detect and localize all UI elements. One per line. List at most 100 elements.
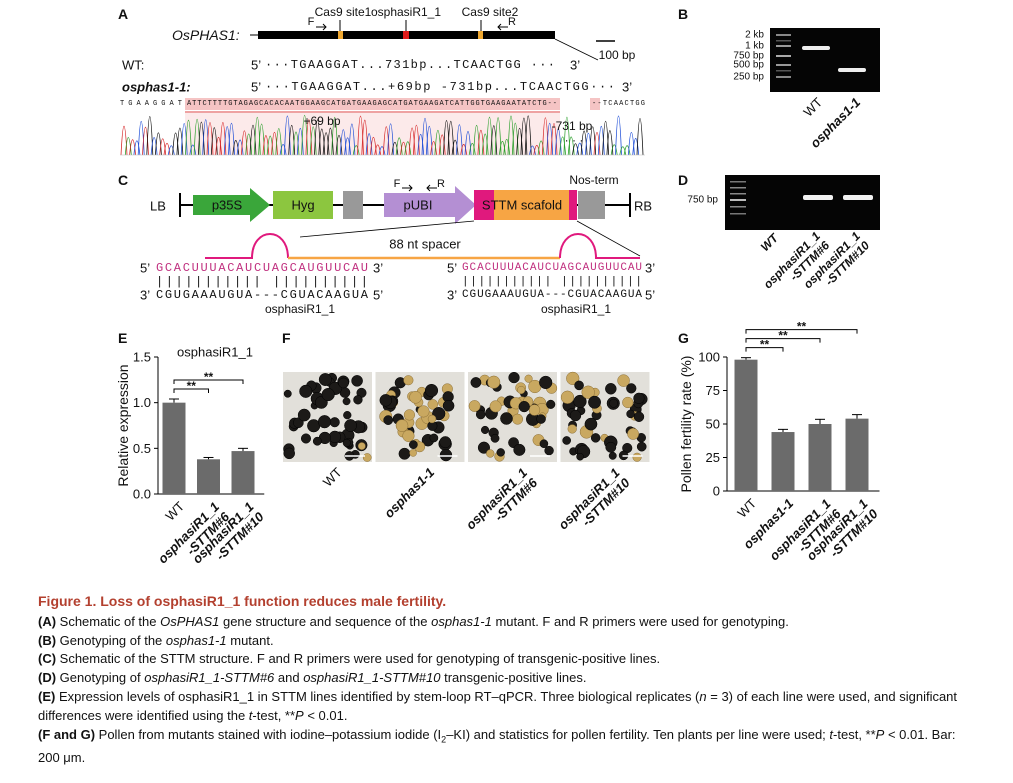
trace-peak (129, 139, 136, 156)
caption-text: Pollen from mutants stained with iodine–… (95, 726, 442, 742)
caption-text: t (829, 726, 834, 742)
y-tick-label: 1.5 (133, 350, 151, 365)
y-tick-label: 0.0 (133, 487, 151, 502)
y-tick-label: 0 (713, 484, 720, 499)
trace-peak (296, 128, 304, 156)
significance-label: ** (797, 320, 807, 334)
trace-peak (189, 144, 197, 156)
pollen-grain (312, 436, 322, 446)
trace-peak (245, 133, 253, 156)
pollen-grain (475, 409, 486, 420)
trace-peak (576, 142, 584, 156)
panel-letter: D (678, 172, 688, 188)
trace-peak (610, 144, 618, 156)
trace-peak (408, 127, 416, 156)
sirna-sequence: CGUGAAAUGUA---CGUACAAGUA (156, 288, 369, 302)
pollen-grain (566, 371, 580, 386)
primer-label: F (394, 178, 401, 190)
element-label: p35S (212, 198, 243, 213)
trace-peak (460, 144, 468, 156)
chromatogram (120, 115, 645, 156)
pollen-grain (528, 404, 541, 416)
trace-peak (249, 124, 257, 156)
lane-label: WT (800, 95, 825, 120)
bar (734, 359, 758, 491)
trace-peak (606, 130, 614, 156)
border-label: LB (150, 199, 166, 214)
sirna-name: osphasiR1_1 (541, 302, 611, 316)
panel-f: F WT osphas1-1 osphasiR1_1-STTM#6 osphasiR1… (282, 330, 650, 542)
cas9-site (478, 31, 483, 39)
pollen-grain (297, 408, 311, 422)
gel-band (838, 68, 866, 72)
ladder-label: 750 bp (687, 195, 718, 206)
promoter (384, 186, 476, 224)
gel (725, 175, 880, 230)
trace-peak (456, 124, 463, 156)
pollen-grain (632, 452, 642, 462)
trace-peak (481, 133, 489, 156)
caption-text: < 0.01. Bar: 200 μm. (38, 726, 956, 765)
pollen-grain (609, 398, 619, 408)
caption-paragraph: (F and G) Pollen from mutants stained wi… (38, 726, 978, 768)
figure: A OsPHAS1: Cas9 site1 osphasiR1_1 Cas9 s… (115, 5, 881, 566)
caption-text: and (274, 670, 304, 686)
pollen-grain (409, 449, 417, 457)
caption-text: Schematic of the (56, 613, 161, 629)
pollen-grain (362, 453, 372, 462)
trace-peak (572, 143, 579, 156)
lane-label: osphasiR1_1-STTM#10 (555, 464, 633, 542)
ladder-band (730, 206, 746, 208)
ladder-band (730, 199, 746, 201)
trace-peak (180, 123, 188, 156)
trace-sequence: ATTCTTTTGTAGAGCACACAATGGAAGCATGATGAAGAGC… (187, 100, 557, 108)
pairing: ||||||||||| |||||||||| (156, 275, 368, 289)
pollen-grain (317, 415, 332, 429)
trace-peak (632, 138, 640, 156)
ladder-label: 500 bp (733, 60, 764, 71)
pollen-grain (439, 448, 453, 462)
caption-text: gene structure and sequence of the (219, 613, 432, 629)
bar (231, 451, 255, 494)
pollen-grain (562, 436, 571, 445)
lane-label: osphas1-1 (381, 465, 437, 521)
strand-end: 5’ (251, 58, 261, 73)
pollen-grain (402, 429, 415, 442)
pollen-grain (321, 387, 335, 402)
trace-peak (159, 138, 167, 156)
ladder-label: 2 kb (745, 30, 764, 41)
pollen-grain (518, 401, 530, 413)
trace-peak (142, 127, 149, 156)
trace-peak (585, 132, 592, 156)
pollen-grain (424, 383, 439, 398)
pollen-grain (342, 397, 351, 406)
border-label: RB (634, 199, 652, 214)
scale-label: 100 bp (599, 48, 636, 62)
panel-a: A OsPHAS1: Cas9 site1 osphasiR1_1 Cas9 s… (118, 5, 645, 156)
pollen-grain (617, 374, 630, 387)
caption-text: mutant. (226, 632, 274, 648)
ladder-band (730, 193, 746, 195)
trace-peak (228, 122, 235, 156)
pollen-grain (480, 425, 490, 434)
pollen-grain (626, 383, 637, 394)
caption-key: (D) (38, 670, 57, 686)
trace-peak (120, 126, 128, 156)
pollen-grain (344, 419, 357, 432)
pollen-grain (383, 415, 394, 425)
trace-peak (447, 120, 455, 156)
trace-peak (167, 145, 175, 156)
gel-band (803, 195, 833, 200)
cas9-site (338, 31, 343, 39)
insert-highlight (185, 98, 560, 110)
trace-peak (322, 132, 330, 156)
caption-text: transgenic-positive lines. (440, 670, 587, 686)
trace-peak (623, 145, 631, 156)
pollen-grain (395, 419, 409, 432)
pollen-grain (569, 409, 582, 422)
strand-end: 5’ (447, 261, 457, 276)
sirna-name: osphasiR1_1 (265, 302, 335, 316)
significance-bracket (745, 338, 821, 343)
strand-end: 5’ (251, 80, 261, 95)
caption-text: P (875, 726, 885, 742)
